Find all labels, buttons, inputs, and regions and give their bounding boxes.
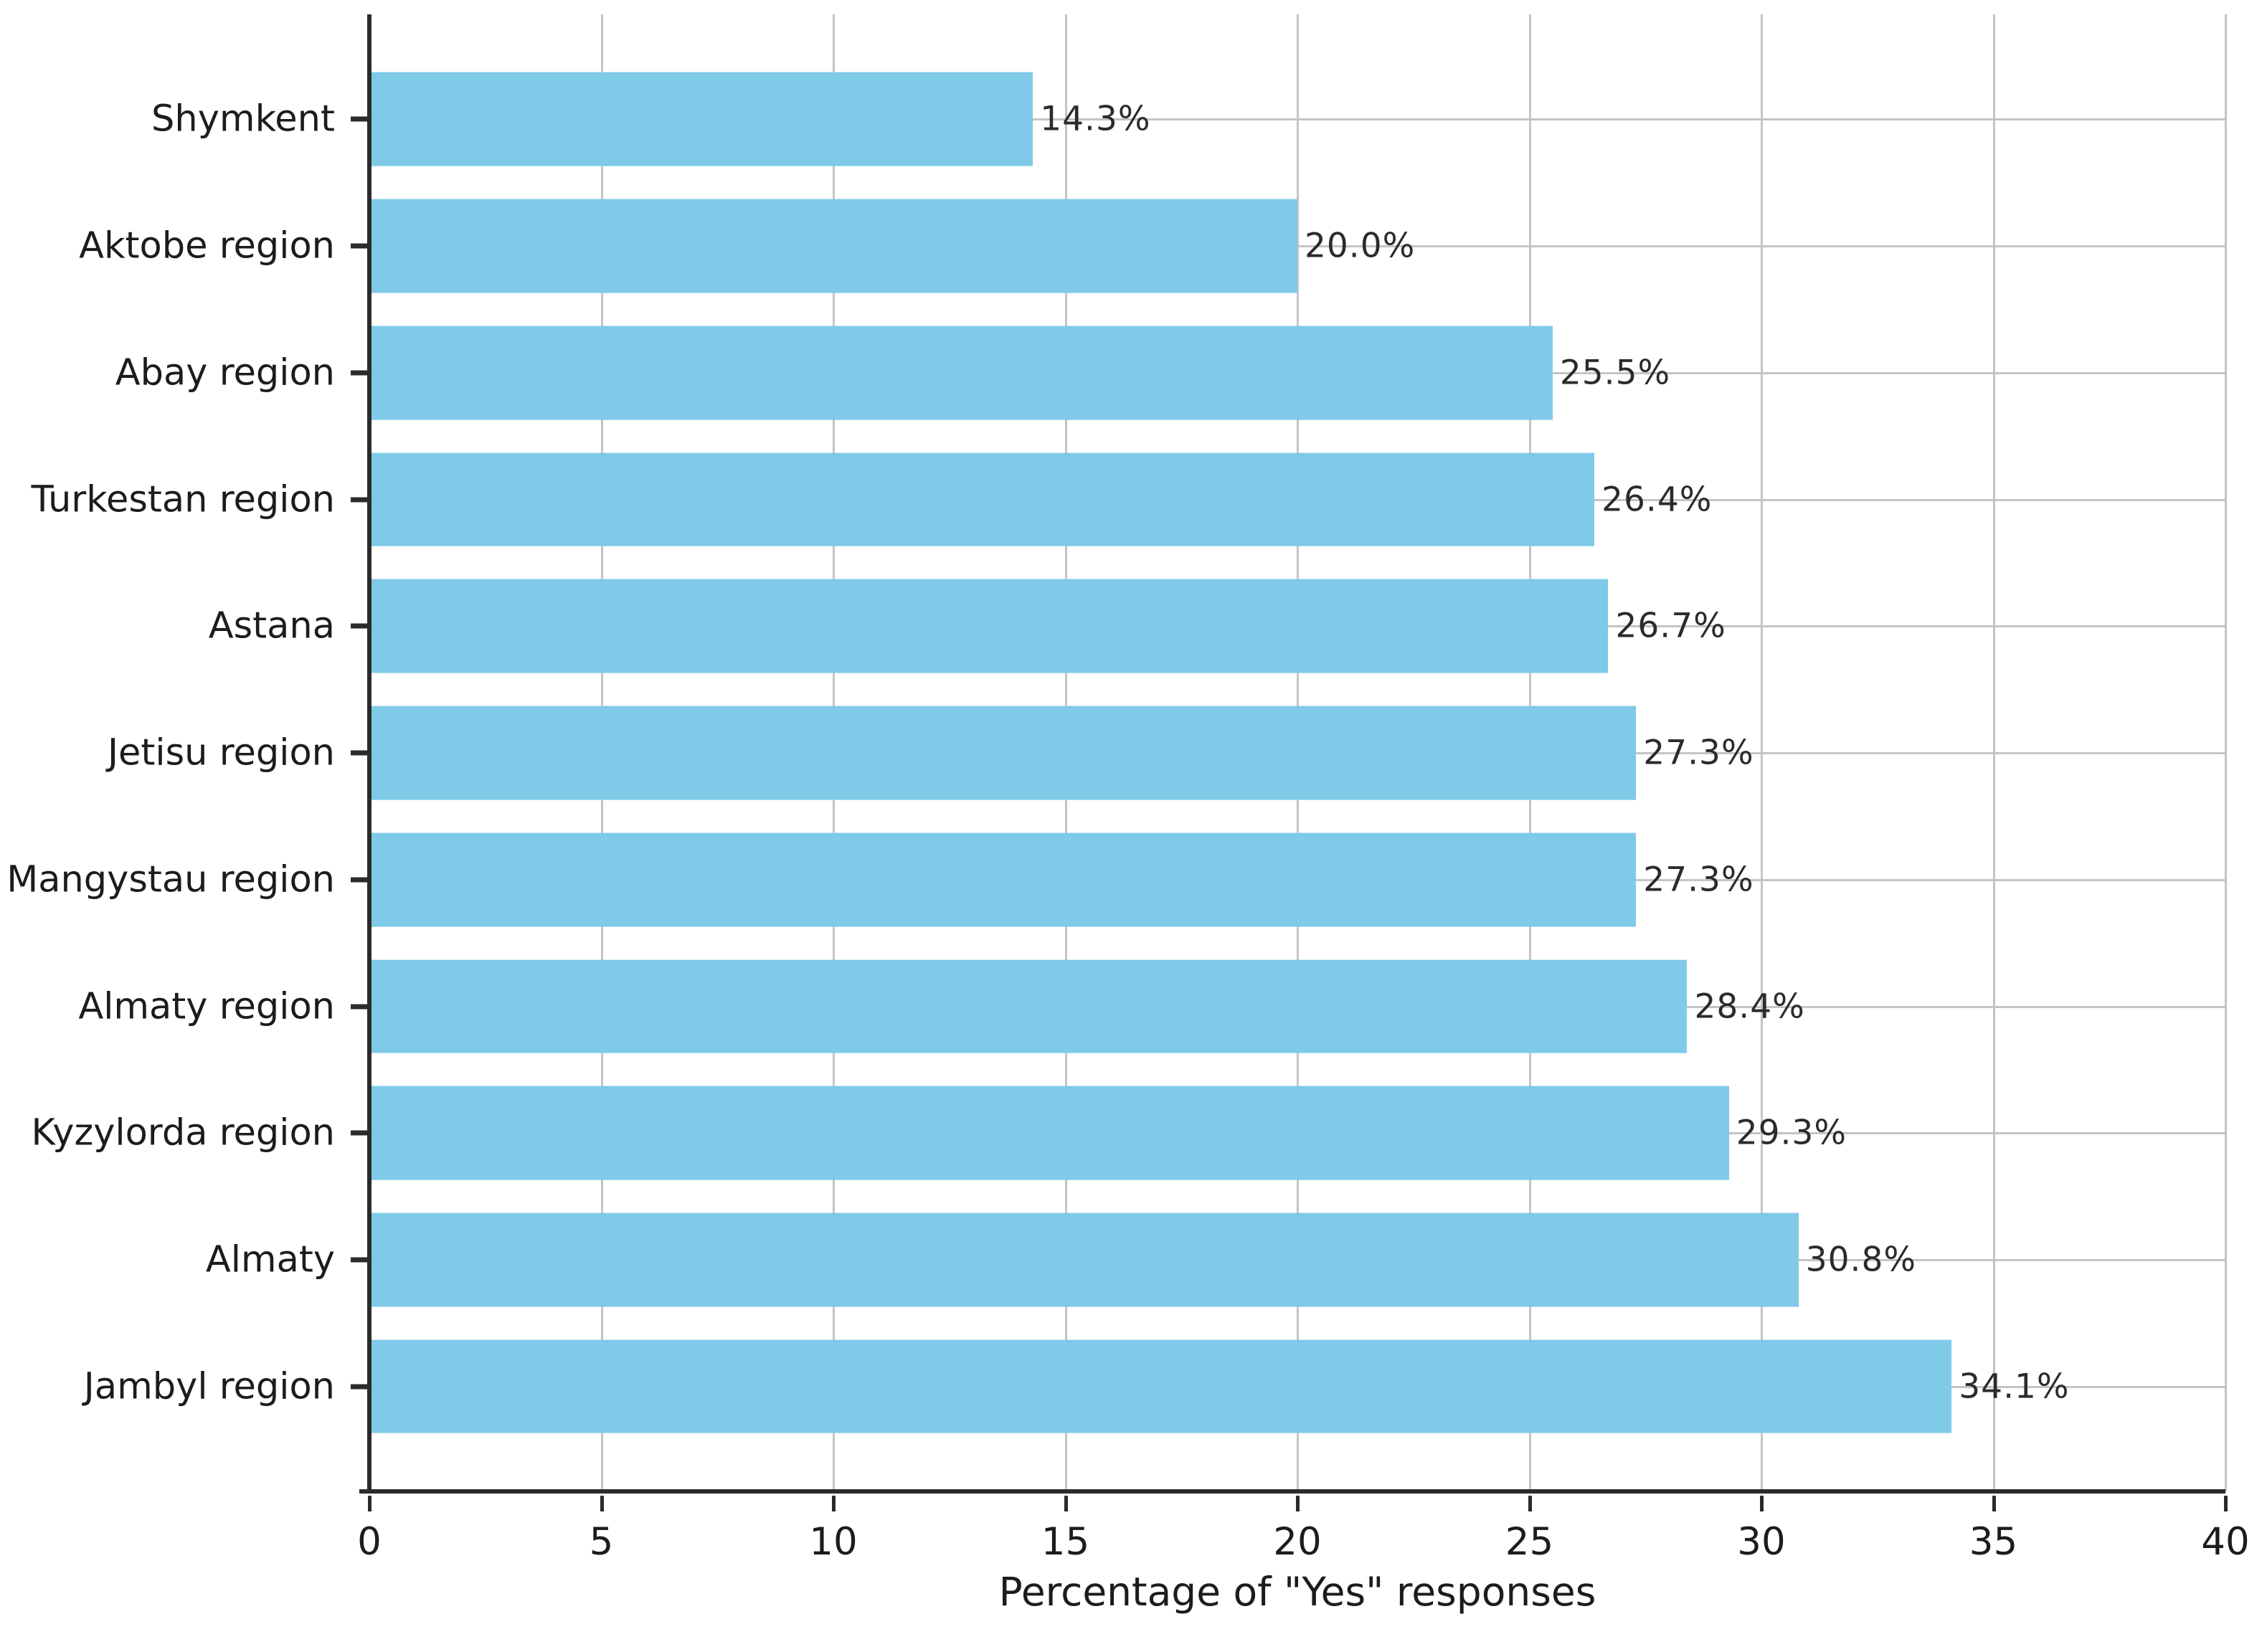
chart-row: 28.4% Almaty region — [78, 943, 2225, 1070]
category-label: Kyzylorda region — [31, 1111, 335, 1154]
category-label: Almaty region — [78, 985, 335, 1027]
x-tick-mark — [1760, 1496, 1764, 1511]
x-tick-mark — [1064, 1496, 1068, 1511]
chart-row: 25.5% Abay region — [115, 309, 2225, 436]
y-tick-mark — [351, 1257, 369, 1263]
x-tick-label-0: 0 — [357, 1520, 382, 1564]
bar-almaty-region — [369, 959, 1688, 1053]
bar-value-label: 29.3% — [1736, 1113, 1847, 1153]
y-tick-mark — [351, 750, 369, 756]
y-tick-mark — [351, 877, 369, 883]
bar-almaty — [369, 1212, 1799, 1307]
bar-value-label: 27.3% — [1643, 733, 1754, 773]
plot-area: 14.3% Shymkent 20.0% Aktobe region 25.5% Abay… — [6, 14, 2250, 1564]
bar-jetisu-region — [369, 706, 1637, 800]
category-label: Shymkent — [151, 98, 335, 141]
x-tick-mark — [832, 1496, 836, 1511]
x-tick-label-25: 25 — [1505, 1520, 1554, 1564]
x-tick-label-20: 20 — [1273, 1520, 1322, 1564]
chart-row: 26.7% Astana — [209, 563, 2225, 690]
y-tick-mark — [351, 1384, 369, 1390]
y-axis-spine — [367, 14, 372, 1494]
x-tick-mark — [368, 1496, 372, 1511]
category-label: Aktobe region — [79, 224, 335, 267]
chart-row: 20.0% Aktobe region — [79, 183, 2225, 310]
bar-turkestan-region — [369, 452, 1595, 546]
bar-shymkent — [369, 72, 1033, 166]
x-tick-label-15: 15 — [1041, 1520, 1090, 1564]
chart-row: 27.3% Jetisu region — [108, 690, 2225, 817]
category-label: Abay region — [115, 351, 335, 394]
bar-rows: 14.3% Shymkent 20.0% Aktobe region 25.5% Abay… — [6, 56, 2225, 1450]
bar-value-label: 34.1% — [1959, 1367, 2070, 1407]
chart-row: 34.1% Jambyl region — [84, 1323, 2225, 1450]
gridline-x-40 — [2225, 14, 2227, 1491]
category-label: Jambyl region — [83, 1365, 335, 1408]
bar-aktobe-region — [369, 199, 1297, 293]
y-tick-mark — [351, 1004, 369, 1009]
category-label: Turkestan region — [31, 478, 335, 521]
bar-jambyl-region — [369, 1339, 1952, 1434]
bar-astana — [369, 579, 1609, 673]
gridline-y — [369, 118, 2225, 121]
x-axis-spine — [359, 1489, 2225, 1494]
chart-row: 27.3% Mangystau region — [6, 816, 2225, 943]
y-tick-mark — [351, 623, 369, 629]
bar-value-label: 30.8% — [1805, 1240, 1917, 1280]
chart-row: 26.4% Turkestan region — [32, 436, 2225, 563]
x-tick-label-5: 5 — [589, 1520, 614, 1564]
x-tick-mark — [1992, 1496, 1996, 1511]
y-tick-mark — [351, 116, 369, 122]
category-label: Mangystau region — [6, 858, 335, 901]
category-label: Astana — [208, 604, 335, 647]
gridline-y — [369, 245, 2225, 248]
x-axis-title: Percentage of "Yes" responses — [998, 1569, 1596, 1615]
x-tick-label-30: 30 — [1737, 1520, 1786, 1564]
y-tick-mark — [351, 370, 369, 376]
bar-value-label: 20.0% — [1305, 226, 1416, 266]
bar-mangystau-region — [369, 832, 1637, 927]
bar-abay-region — [369, 326, 1553, 420]
x-tick-mark — [1296, 1496, 1300, 1511]
category-label: Jetisu region — [108, 731, 335, 774]
x-tick-label-10: 10 — [809, 1520, 858, 1564]
x-tick-mark — [600, 1496, 604, 1511]
x-tick-label-40: 40 — [2201, 1520, 2250, 1564]
bar-value-label: 14.3% — [1040, 99, 1151, 139]
bar-value-label: 25.5% — [1559, 353, 1671, 393]
bar-value-label: 28.4% — [1694, 987, 1805, 1026]
y-tick-mark — [351, 1130, 369, 1136]
bar-kyzylorda-region — [369, 1086, 1729, 1180]
x-tick-label-35: 35 — [1969, 1520, 2018, 1564]
x-tick-mark — [1528, 1496, 1532, 1511]
y-tick-mark — [351, 497, 369, 503]
category-label: Almaty — [205, 1238, 335, 1281]
bar-value-label: 26.4% — [1601, 480, 1713, 520]
chart-row: 14.3% Shymkent — [151, 56, 2225, 183]
bar-value-label: 27.3% — [1643, 860, 1754, 900]
y-tick-mark — [351, 243, 369, 249]
chart-row: 30.8% Almaty — [206, 1197, 2225, 1324]
chart-row: 29.3% Kyzylorda region — [32, 1070, 2225, 1197]
bar-value-label: 26.7% — [1615, 606, 1726, 646]
x-tick-mark — [2224, 1496, 2228, 1511]
